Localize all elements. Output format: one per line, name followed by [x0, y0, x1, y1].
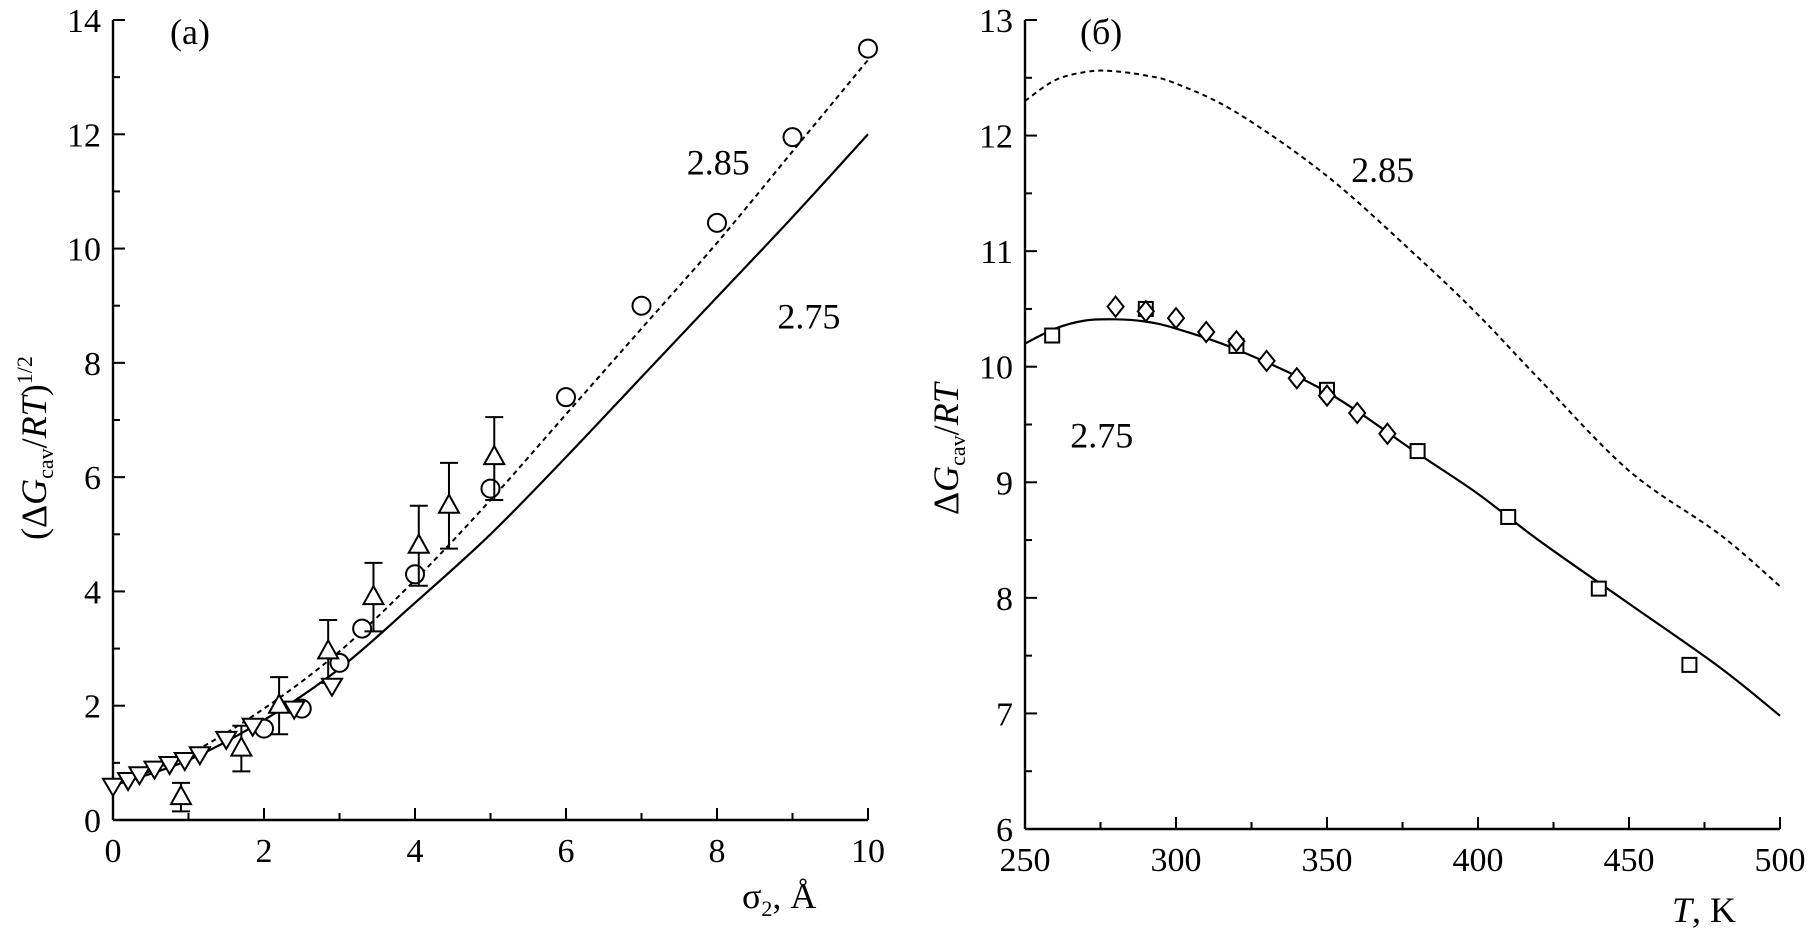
- panel-a-y-tick-label: 2: [84, 689, 101, 726]
- panel-a-x-tick-label: 10: [851, 833, 885, 870]
- panel-a-point-circle: [707, 212, 727, 233]
- panel-a-point-triangle-down: [282, 700, 306, 721]
- panel-b-point-diamond: [1378, 422, 1397, 446]
- panel-a-point-circle: [858, 38, 878, 59]
- panel-a-y-tick-label: 0: [84, 803, 101, 840]
- panel-a-x-tick-label: 2: [256, 833, 273, 870]
- panel-b-x-tick-label: 450: [1604, 842, 1655, 879]
- panel-b-y-tick-label: 12: [979, 119, 1013, 156]
- panel-a-point-triangle-up: [482, 444, 506, 466]
- panel-b-x-tick-label: 500: [1755, 842, 1806, 879]
- panel-b-curve-label-dashed: 2.85: [1351, 150, 1414, 190]
- panel-b-y-tick-label: 13: [979, 3, 1013, 40]
- panel-b-y-axis-title: ΔGcav/RT: [926, 380, 970, 515]
- panel-b-point-diamond: [1196, 320, 1216, 344]
- panel-b-x-axis-title: T, K: [1672, 890, 1736, 930]
- panel-b-point-square: [1590, 580, 1607, 597]
- panel-a-point-triangle-up: [361, 584, 386, 606]
- panel-b-y-tick-label: 7: [996, 696, 1013, 733]
- panel-b-point-diamond: [1287, 366, 1307, 390]
- panel-a-point-triangle-down: [240, 717, 265, 738]
- panel-a-curve-dashed: [112, 59, 869, 787]
- panel-a-point-circle: [405, 564, 425, 585]
- panel-b-x-tick-label: 300: [1151, 842, 1202, 879]
- panel-b-y-tick-label: 8: [996, 581, 1013, 618]
- panel-a-x-tick-label: 0: [105, 833, 122, 870]
- panel-a-point-triangle-down: [188, 746, 212, 767]
- panel-a-x-tick-label: 8: [709, 833, 726, 870]
- panel-a-y-tick-label: 12: [67, 117, 101, 154]
- panel-b-point-square: [1500, 508, 1517, 525]
- panel-a-y-tick-label: 10: [67, 232, 101, 269]
- panel-b-label: (б): [1080, 12, 1122, 52]
- panel-a-point-triangle-up: [316, 638, 340, 660]
- panel-a-point-triangle-up: [229, 735, 254, 757]
- panel-a-point-triangle-down: [116, 772, 140, 792]
- panel-a-point-triangle-down: [101, 777, 125, 798]
- panel-a-point-circle: [352, 618, 373, 639]
- panel-b-curve-dashed: [1024, 69, 1781, 588]
- panel-a-point-circle: [782, 127, 803, 148]
- panel-a-point-triangle-down: [142, 760, 167, 781]
- panel-a-y-tick-label: 4: [84, 574, 101, 611]
- panel-a-chart: 0 2 4 6 8 10 0 2 4 6 8 10 12 14 2.85 2.75 (a) σ2, Å (Δ…: [12, 3, 885, 921]
- panel-a-x-tick-label: 4: [407, 833, 424, 870]
- panel-a-point-triangle-down: [157, 756, 182, 776]
- panel-a-x-axis-title: σ2, Å: [742, 876, 816, 921]
- panel-a-point-triangle-up: [407, 532, 431, 554]
- panel-b-x-tick-label: 350: [1302, 842, 1353, 879]
- panel-b-curve-label-solid: 2.75: [1070, 416, 1133, 456]
- panel-a-y-tick-label: 14: [67, 3, 101, 40]
- panel-b-x-tick-label: 400: [1453, 842, 1504, 879]
- panel-a-point-circle: [480, 478, 501, 499]
- panel-a-y-axis-title: (ΔGcav/RT)1/2: [12, 356, 58, 540]
- panel-a-point-triangle-down: [172, 752, 197, 772]
- panel-b-y-tick-label: 10: [979, 350, 1013, 387]
- panel-a-point-triangle-up: [437, 492, 461, 514]
- panel-a-point-triangle-up: [169, 784, 193, 806]
- panel-a-point-circle: [556, 387, 576, 408]
- panel-a-y-tick-label: 6: [84, 460, 101, 497]
- panel-a-point-triangle-down: [214, 730, 238, 751]
- panel-b-point-diamond: [1257, 349, 1276, 373]
- panel-b-point-square: [1409, 443, 1426, 460]
- panel-a-x-tick-label: 6: [558, 833, 575, 870]
- panel-b-point-diamond: [1166, 306, 1186, 330]
- panel-b-point-diamond: [1317, 384, 1337, 408]
- panel-a-curve-label-solid: 2.75: [777, 297, 840, 337]
- panel-a-point-triangle-down: [127, 766, 152, 787]
- panel-a-curve-label-dashed: 2.85: [687, 142, 750, 182]
- panel-b-point-diamond: [1227, 329, 1246, 353]
- panel-b-point-square: [1681, 656, 1698, 673]
- panel-b-point-diamond: [1347, 401, 1367, 425]
- panel-b-y-tick-label: 6: [996, 812, 1013, 849]
- panel-a-point-circle: [631, 295, 652, 316]
- panel-a-y-tick-label: 8: [84, 346, 101, 383]
- panel-a-point-triangle-up: [267, 692, 291, 714]
- panel-b-x-tick-label: 250: [1000, 842, 1051, 879]
- panel-b-point-diamond: [1136, 299, 1156, 323]
- panel-b-y-tick-label: 9: [996, 465, 1013, 502]
- panel-a-point-triangle-down: [320, 677, 344, 698]
- panel-a-label: (a): [170, 12, 210, 52]
- panel-b-y-tick-label: 11: [980, 234, 1013, 271]
- panel-b-point-square: [1044, 327, 1061, 344]
- panel-b-curve-solid: [1024, 318, 1781, 717]
- panel-b-point-diamond: [1106, 295, 1125, 319]
